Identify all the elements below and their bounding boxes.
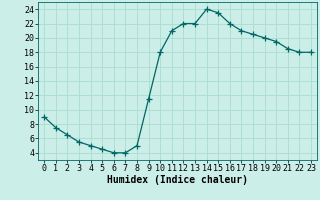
X-axis label: Humidex (Indice chaleur): Humidex (Indice chaleur) [107,175,248,185]
